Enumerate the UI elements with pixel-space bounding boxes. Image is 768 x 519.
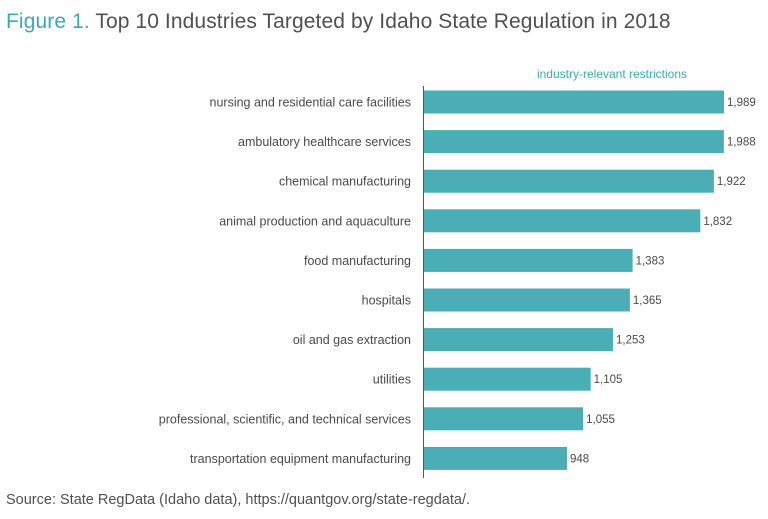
- bar: [424, 367, 591, 391]
- bar: [424, 169, 714, 193]
- category-label: oil and gas extraction: [293, 333, 411, 347]
- bar: [424, 407, 584, 431]
- category-label: nursing and residential care facilities: [210, 96, 412, 110]
- title-text: Top 10 Industries Targeted by Idaho Stat…: [95, 10, 671, 33]
- category-label: hospitals: [362, 294, 411, 308]
- category-label: animal production and aquaculture: [219, 214, 411, 228]
- category-label: professional, scientific, and technical …: [159, 412, 411, 426]
- category-label: transportation equipment manufacturing: [190, 452, 411, 466]
- value-label: 1,365: [633, 295, 662, 307]
- bar: [424, 446, 567, 470]
- series-label: industry-relevant restrictions: [537, 67, 687, 81]
- value-label: 1,988: [727, 137, 756, 149]
- category-label: food manufacturing: [304, 254, 411, 268]
- bar: [424, 328, 613, 352]
- value-label: 1,383: [636, 255, 665, 267]
- value-label: 1,105: [594, 374, 623, 386]
- bar: [424, 130, 724, 154]
- bar: [424, 209, 701, 233]
- category-label: utilities: [373, 373, 411, 387]
- bar: [424, 248, 633, 272]
- value-label: 1,922: [717, 176, 746, 188]
- category-label: chemical manufacturing: [279, 175, 411, 189]
- category-label: ambulatory healthcare services: [238, 135, 411, 149]
- value-label: 1,989: [727, 97, 756, 109]
- source-note: Source: State RegData (Idaho data), http…: [6, 492, 471, 508]
- bar: [424, 90, 724, 114]
- value-label: 948: [570, 453, 589, 465]
- chart-title: Figure 1. Top 10 Industries Targeted by …: [6, 10, 671, 34]
- value-label: 1,253: [616, 335, 645, 347]
- value-label: 1,832: [703, 216, 732, 228]
- value-label: 1,055: [586, 414, 615, 426]
- figure-label: Figure 1.: [6, 10, 90, 33]
- bar: [424, 288, 630, 312]
